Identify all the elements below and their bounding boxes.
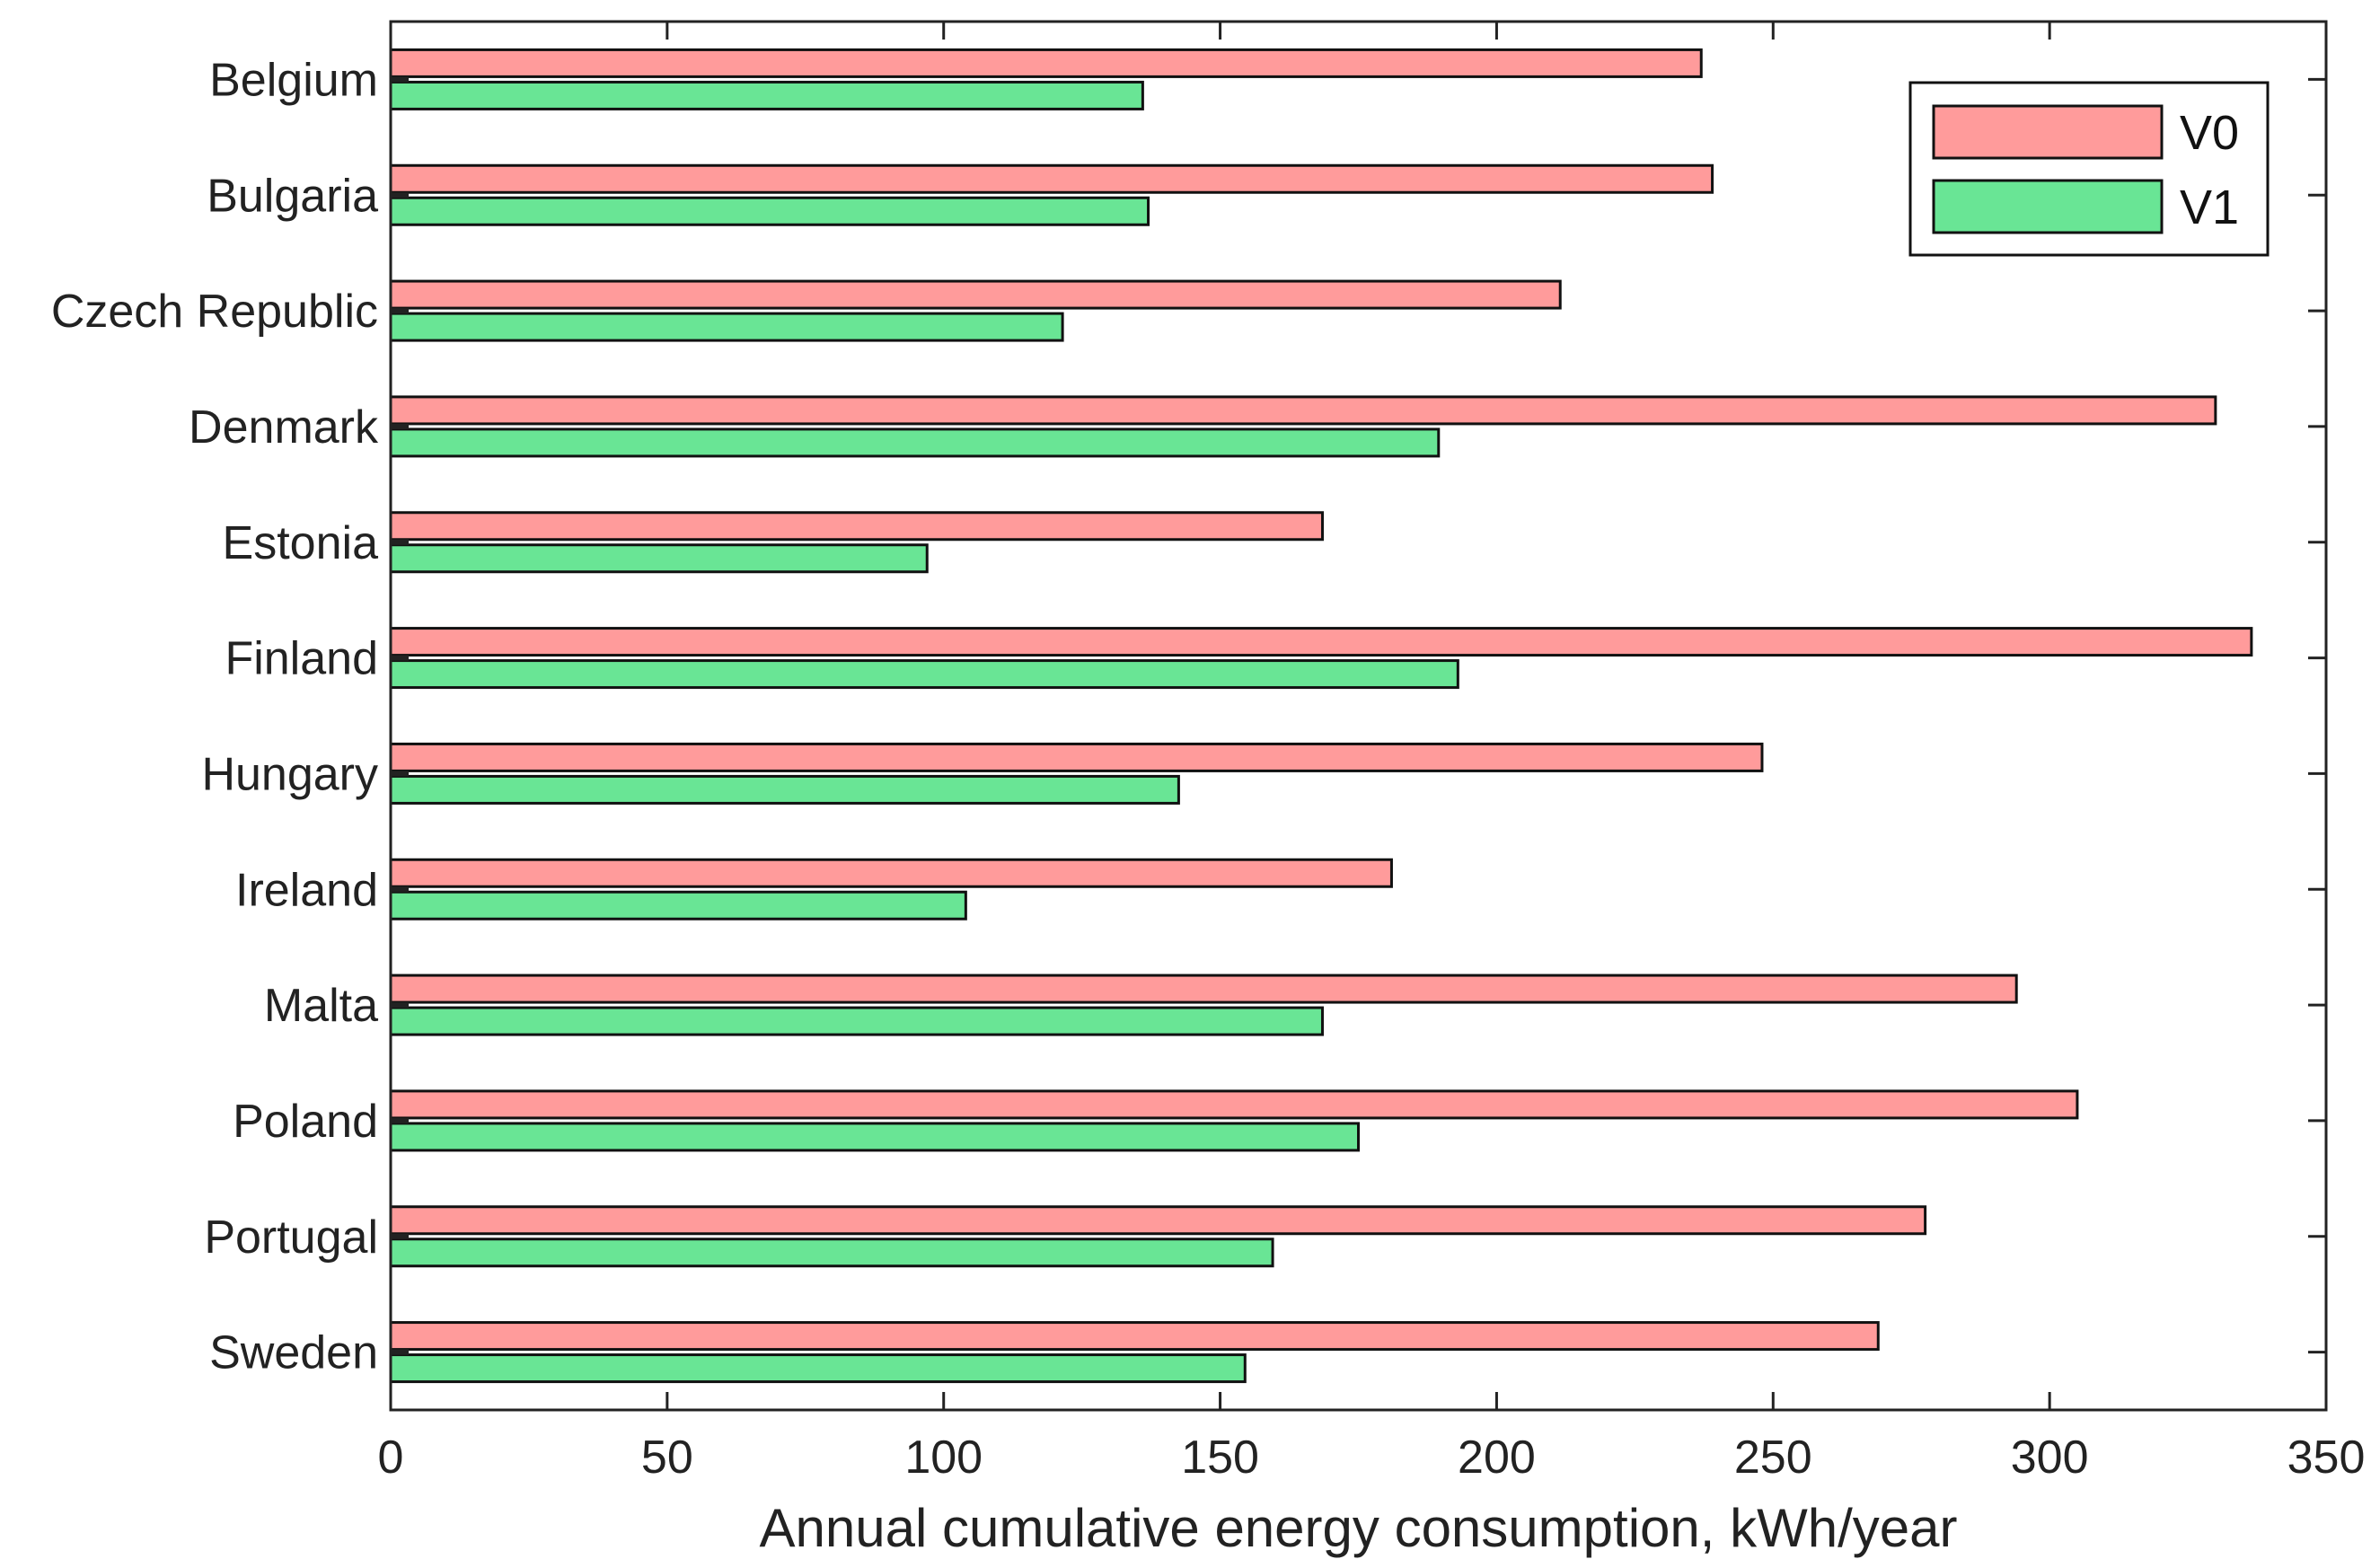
y-tick-label-denmark: Denmark [189, 401, 379, 454]
x-tick-label-3: 150 [1181, 1431, 1259, 1484]
y-tick-label-ireland: Ireland [235, 864, 378, 916]
legend-swatch-v0 [1932, 104, 2164, 160]
legend-swatch-v1 [1932, 179, 2164, 234]
bar-v0-ireland [389, 858, 1393, 888]
bar-v1-belgium [389, 80, 1144, 110]
bar-v1-czech-republic [389, 312, 1064, 342]
bar-v0-sweden [389, 1321, 1880, 1352]
bar-v1-bulgaria [389, 196, 1150, 226]
x-tick-label-0: 0 [378, 1431, 404, 1484]
labels-layer: Belgium Bulgaria Czech Republic Denmark Esto… [51, 54, 2366, 1484]
y-tick-label-bulgaria: Bulgaria [207, 170, 378, 222]
y-tick-label-estonia: Estonia [223, 517, 379, 569]
bar-v1-hungary [389, 774, 1180, 805]
y-tick-label-czech-republic: Czech Republic [51, 286, 378, 338]
bar-v0-czech-republic [389, 279, 1562, 310]
bar-v1-estonia [389, 543, 929, 574]
x-tick-label-1: 50 [641, 1431, 693, 1484]
bar-v1-sweden [389, 1353, 1247, 1384]
bar-v1-malta [389, 1006, 1324, 1036]
bar-v1-poland [389, 1122, 1360, 1152]
y-tick-label-poland: Poland [233, 1096, 378, 1148]
bar-v1-ireland [389, 890, 967, 921]
y-tick-label-sweden: Sweden [209, 1327, 378, 1379]
x-tick-label-5: 250 [1734, 1431, 1812, 1484]
y-tick-label-malta: Malta [264, 980, 378, 1032]
y-tick-label-finland: Finland [225, 633, 378, 685]
bars-layer [389, 48, 2253, 1384]
x-tick-label-4: 200 [1458, 1431, 1536, 1484]
x-axis-title: Annual cumulative energy consumption, kW… [759, 1498, 1957, 1558]
bar-v1-denmark [389, 427, 1441, 458]
ticks-layer [389, 22, 2328, 1410]
bar-v0-denmark [389, 395, 2217, 426]
x-tick-label-2: 100 [904, 1431, 983, 1484]
x-tick-label-6: 300 [2011, 1431, 2089, 1484]
bar-v0-estonia [389, 511, 1324, 542]
legend-label-v0: V0 [2180, 106, 2239, 160]
bar-v1-portugal [389, 1238, 1274, 1268]
y-tick-label-hungary: Hungary [201, 748, 378, 800]
bar-v0-hungary [389, 742, 1764, 772]
bar-v0-finland [389, 627, 2253, 657]
x-tick-label-7: 350 [2287, 1431, 2366, 1484]
y-tick-label-portugal: Portugal [204, 1211, 378, 1264]
bar-v0-poland [389, 1089, 2079, 1120]
bar-v1-finland [389, 659, 1459, 690]
y-tick-label-belgium: Belgium [209, 54, 378, 106]
bar-v0-portugal [389, 1205, 1927, 1236]
bar-v0-malta [389, 973, 2018, 1004]
bar-v0-belgium [389, 48, 1703, 78]
legend-label-v1: V1 [2180, 181, 2239, 234]
bar-v0-bulgaria [389, 163, 1714, 194]
plot-frame [389, 20, 2328, 1412]
